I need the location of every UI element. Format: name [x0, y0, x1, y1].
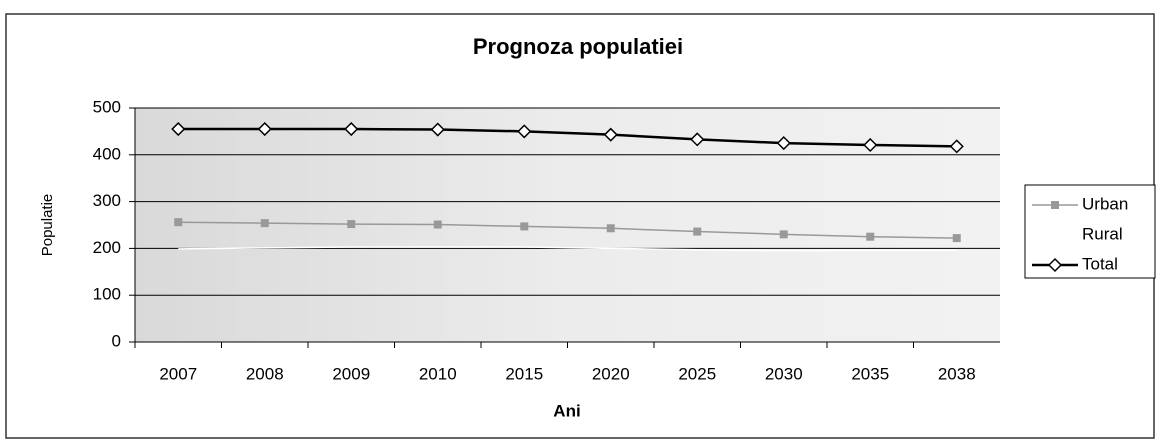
point	[260, 219, 269, 228]
point	[693, 227, 702, 236]
point	[344, 121, 359, 137]
point	[690, 132, 705, 147]
point	[433, 220, 442, 229]
chart-title: Prognoza populatiei	[473, 34, 683, 59]
x-tick-label: 2035	[851, 364, 889, 383]
x-tick-label: 2008	[246, 364, 284, 383]
y-tick-label: 200	[93, 238, 121, 257]
point	[606, 224, 615, 233]
point	[517, 124, 532, 139]
legend-label: Urban	[1082, 194, 1128, 213]
point	[776, 136, 791, 151]
y-tick-label: 300	[93, 191, 121, 210]
x-axis-title: Ani	[553, 401, 580, 420]
point	[949, 139, 964, 154]
point	[347, 220, 356, 229]
x-tick-label: 2025	[678, 364, 716, 383]
x-tick-label: 2030	[765, 364, 803, 383]
point	[863, 137, 878, 153]
point	[257, 121, 272, 137]
point	[952, 234, 961, 243]
x-tick-label: 2015	[505, 364, 543, 383]
legend	[1024, 184, 1156, 279]
legend-marker	[1047, 257, 1063, 273]
x-tick-label: 2009	[332, 364, 370, 383]
point	[174, 218, 183, 227]
point	[866, 232, 875, 241]
y-tick-label: 500	[93, 97, 121, 116]
plot-area	[135, 108, 1000, 342]
x-tick-label: 2020	[592, 364, 630, 383]
y-axis-title: Populatie	[39, 194, 56, 257]
y-tick-label: 400	[93, 144, 121, 163]
legend-marker	[1051, 201, 1059, 209]
point	[603, 127, 618, 142]
point	[779, 230, 788, 239]
point	[430, 122, 445, 137]
point	[171, 121, 186, 137]
point	[520, 222, 529, 231]
legend-label: Rural	[1082, 224, 1123, 243]
series-line	[178, 127, 957, 148]
series-line	[178, 246, 957, 252]
series-line	[178, 221, 957, 239]
y-tick-label: 100	[93, 285, 121, 304]
x-tick-label: 2010	[419, 364, 457, 383]
y-tick-label: 0	[112, 331, 121, 350]
x-tick-label: 2038	[938, 364, 976, 383]
legend-label: Total	[1082, 254, 1118, 273]
x-tick-label: 2007	[159, 364, 197, 383]
